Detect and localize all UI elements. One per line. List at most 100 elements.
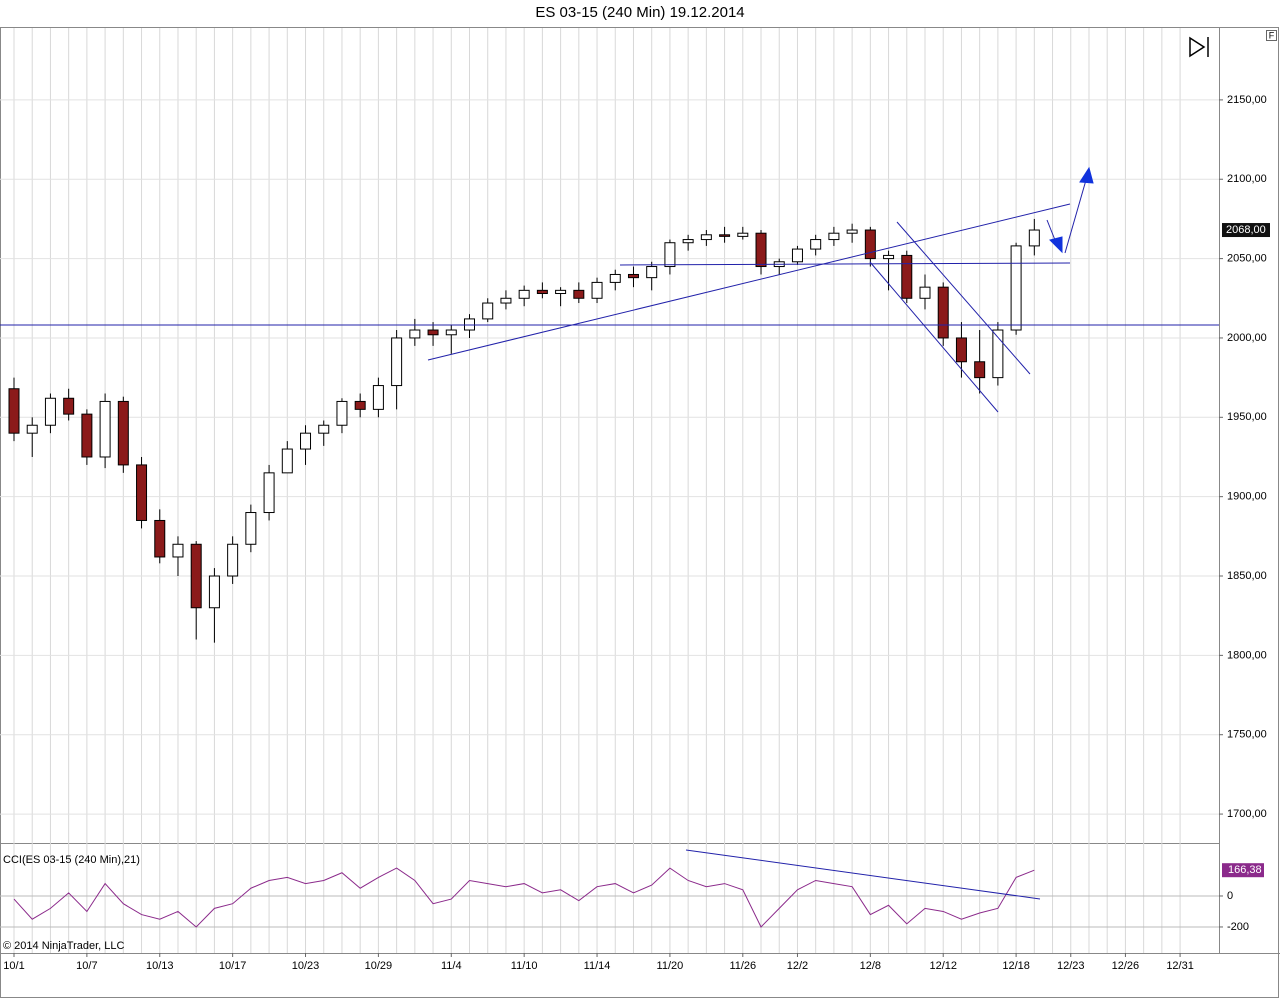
- x-tick-label: 10/29: [365, 960, 393, 972]
- candle-body: [99, 400, 111, 458]
- x-tick-label: 10/13: [146, 960, 174, 972]
- resistance-line: [619, 262, 1071, 266]
- cci-value-label: 166,38: [1228, 864, 1262, 876]
- cci-trend-line: [685, 849, 1041, 900]
- y-tick-label: 1850,00: [1227, 570, 1267, 582]
- y-tick-label: 0: [1227, 890, 1233, 902]
- candle-body: [937, 286, 949, 339]
- candle-body: [555, 289, 567, 295]
- x-tick-label: 12/18: [1002, 960, 1030, 972]
- candle-body: [864, 229, 876, 260]
- candle-body: [81, 413, 93, 458]
- y-tick-label: 2150,00: [1227, 94, 1267, 106]
- copyright: © 2014 NinjaTrader, LLC: [3, 940, 124, 952]
- candle-body: [136, 464, 148, 521]
- indicator-title: CCI(ES 03-15 (240 Min),21): [3, 854, 140, 866]
- candle-body: [901, 254, 913, 299]
- x-tick-label: 10/23: [292, 960, 320, 972]
- channel-line: [896, 221, 1031, 375]
- candle-body: [263, 472, 275, 514]
- y-tick-label: 1800,00: [1227, 649, 1267, 661]
- candle-body: [646, 266, 658, 279]
- x-tick-label: 11/20: [657, 960, 684, 972]
- y-tick-label: 1750,00: [1227, 729, 1267, 741]
- candle-body: [445, 329, 457, 336]
- x-tick-label: 12/26: [1112, 960, 1140, 972]
- candle-body: [427, 329, 439, 336]
- x-tick-label: 12/2: [787, 960, 808, 972]
- y-tick-label: 2000,00: [1227, 332, 1267, 344]
- end-icon: [1189, 36, 1209, 58]
- flag-box: [1266, 30, 1277, 41]
- cci-value-box: [1222, 863, 1264, 878]
- y-tick-label: 1900,00: [1227, 491, 1267, 503]
- candle-body: [846, 229, 858, 234]
- last-price-box: [1222, 223, 1270, 238]
- candle-body: [518, 289, 530, 299]
- arrow-head: [1049, 236, 1063, 254]
- candle-body: [372, 385, 384, 410]
- candle-body: [336, 400, 348, 426]
- x-tick-label: 10/7: [76, 960, 97, 972]
- candle-body: [828, 232, 840, 241]
- candle-body: [464, 318, 475, 331]
- candle-body: [719, 234, 731, 237]
- flag: F: [1269, 30, 1275, 40]
- candle-body: [409, 329, 421, 339]
- cci-line: [13, 867, 1035, 928]
- candle-body: [172, 543, 184, 558]
- y-tick-label: -200: [1227, 921, 1249, 933]
- candle-body: [883, 254, 895, 260]
- candle-body: [281, 448, 293, 474]
- candle-body: [664, 242, 676, 268]
- last-price-label: 2068,00: [1226, 224, 1266, 236]
- candle-body: [190, 543, 202, 609]
- candle-body: [245, 512, 257, 545]
- candle-body: [26, 424, 38, 434]
- candle-body: [482, 302, 494, 320]
- candle-body: [1010, 245, 1022, 331]
- candle-body: [791, 248, 803, 263]
- x-tick-label: 11/4: [441, 960, 462, 972]
- y-tick-label: 2100,00: [1227, 173, 1267, 185]
- candle-body: [919, 286, 931, 299]
- x-tick-label: 11/26: [729, 960, 756, 972]
- candle-body: [955, 337, 967, 363]
- x-tick-label: 12/12: [929, 960, 957, 972]
- arrow-head: [1079, 166, 1094, 184]
- candle-body: [8, 388, 20, 434]
- candle-body: [627, 273, 639, 279]
- candle-body: [208, 575, 220, 609]
- y-tick-label: 1700,00: [1227, 808, 1267, 820]
- candle-body: [117, 400, 129, 466]
- x-tick-label: 11/10: [511, 960, 538, 972]
- x-tick-label: 11/14: [584, 960, 611, 972]
- chart-title: ES 03-15 (240 Min) 19.12.2014: [535, 4, 744, 21]
- candle-body: [737, 232, 749, 237]
- grid: [0, 28, 1223, 957]
- candle-body: [755, 232, 767, 268]
- x-tick-label: 12/23: [1057, 960, 1085, 972]
- candle-body: [810, 239, 822, 250]
- x-tick-label: 10/1: [3, 960, 24, 972]
- candle-body: [536, 289, 548, 295]
- drawings: [0, 166, 1219, 900]
- arrow-line: [1064, 179, 1087, 254]
- candle-body: [682, 239, 694, 244]
- candle-body: [1028, 229, 1040, 247]
- candle-body: [609, 273, 621, 283]
- x-tick-label: 12/31: [1166, 960, 1194, 972]
- y-tick-label: 1950,00: [1227, 411, 1267, 423]
- candle-body: [44, 397, 56, 426]
- candle-body: [227, 543, 239, 577]
- candle-body: [391, 337, 403, 387]
- trend-line: [427, 203, 1071, 361]
- candle-body: [318, 424, 330, 434]
- candle-body: [700, 234, 712, 241]
- candle-body: [300, 432, 312, 450]
- candle-body: [591, 281, 603, 299]
- x-tick-label: 12/8: [860, 960, 881, 972]
- candle-body: [992, 329, 1004, 379]
